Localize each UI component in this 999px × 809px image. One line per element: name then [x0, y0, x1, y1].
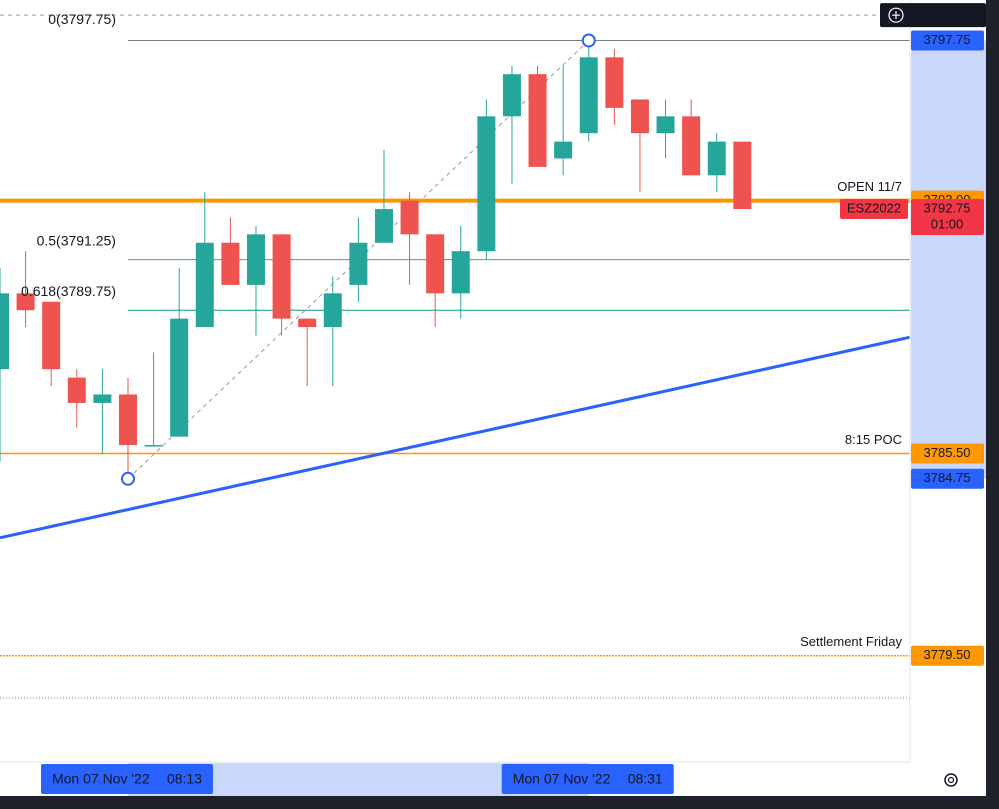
candle-body	[656, 116, 675, 134]
symbol-name-box	[840, 199, 908, 220]
candle-body	[374, 209, 393, 243]
candle-body	[144, 445, 163, 447]
time-label-date: Mon 07 Nov '22	[52, 771, 150, 787]
symbol-price-box	[911, 199, 984, 236]
fib-price-label: 3784.75	[924, 470, 971, 485]
level-name: 8:15 POC	[845, 432, 902, 447]
time-label-time: 08:31	[628, 771, 663, 787]
candle-body	[349, 242, 368, 285]
level-name: OPEN 11/7	[837, 179, 902, 194]
candle-body	[682, 116, 701, 176]
level-name: Settlement Friday	[800, 634, 902, 649]
candle-body	[426, 234, 445, 294]
candle-body	[323, 293, 342, 328]
gear-hub	[947, 776, 955, 784]
level-price-label: 3785.50	[924, 445, 971, 460]
gear	[944, 773, 958, 787]
time-label-box	[40, 764, 213, 794]
candle-body	[451, 251, 470, 294]
time-label-box	[501, 764, 674, 794]
candle-body	[221, 242, 240, 285]
candle-body	[298, 318, 317, 328]
candle-body	[16, 293, 35, 311]
candle-body	[0, 293, 9, 370]
candles	[0, 40, 752, 479]
trendline	[0, 335, 911, 540]
crosshair-label: 3798.50	[924, 7, 971, 22]
fib-price-label-box	[911, 468, 984, 489]
candle-body	[554, 141, 573, 159]
level-price-label: 3779.50	[924, 647, 971, 662]
plus-icon-cross	[892, 11, 900, 20]
price-range-highlight	[911, 40, 986, 479]
symbol-price: 3792.75	[924, 200, 971, 215]
fib-price-label: 3797.75	[924, 32, 971, 47]
candle-body	[67, 377, 86, 403]
candle-body	[630, 99, 649, 134]
candle-body	[400, 200, 419, 235]
time-label-date: Mon 07 Nov '22	[513, 771, 611, 787]
bottom-bar	[0, 796, 999, 809]
candle-body	[733, 141, 752, 210]
candle-body	[707, 141, 726, 176]
fib-label: 0.5(3791.25)	[37, 232, 116, 248]
candle-body	[195, 242, 214, 328]
settings-icon[interactable]	[944, 773, 958, 787]
symbol-name: ESZ2022	[847, 200, 901, 215]
fib-label: 0(3797.75)	[48, 11, 116, 27]
candle-body	[477, 116, 496, 252]
candle-body	[170, 318, 189, 437]
candle-body	[42, 301, 61, 370]
fib-label: 0.618(3789.75)	[21, 283, 116, 299]
plus-icon	[888, 7, 904, 23]
candle-body	[528, 74, 547, 167]
symbol-countdown: 01:00	[931, 216, 964, 231]
candle-body	[605, 57, 624, 108]
candle-body	[502, 74, 521, 117]
candle-body	[272, 234, 291, 319]
labels: 0(3797.75) 0.5(3791.25) 0.618(3789.75) OPEN…	[21, 3, 986, 794]
crosshair-box	[880, 3, 986, 28]
drawings	[0, 14, 911, 699]
level-price-label-box	[911, 645, 984, 666]
fib-anchor	[120, 471, 135, 486]
candle-body	[118, 394, 137, 446]
candle-body	[579, 57, 598, 134]
level-price-label-box	[911, 443, 984, 464]
right-bar	[986, 0, 999, 809]
fib-price-label-box	[911, 30, 984, 51]
time-label-time: 08:13	[167, 771, 202, 787]
fib-anchor	[581, 33, 596, 48]
candle-body	[93, 394, 112, 403]
candle-body	[246, 234, 265, 285]
